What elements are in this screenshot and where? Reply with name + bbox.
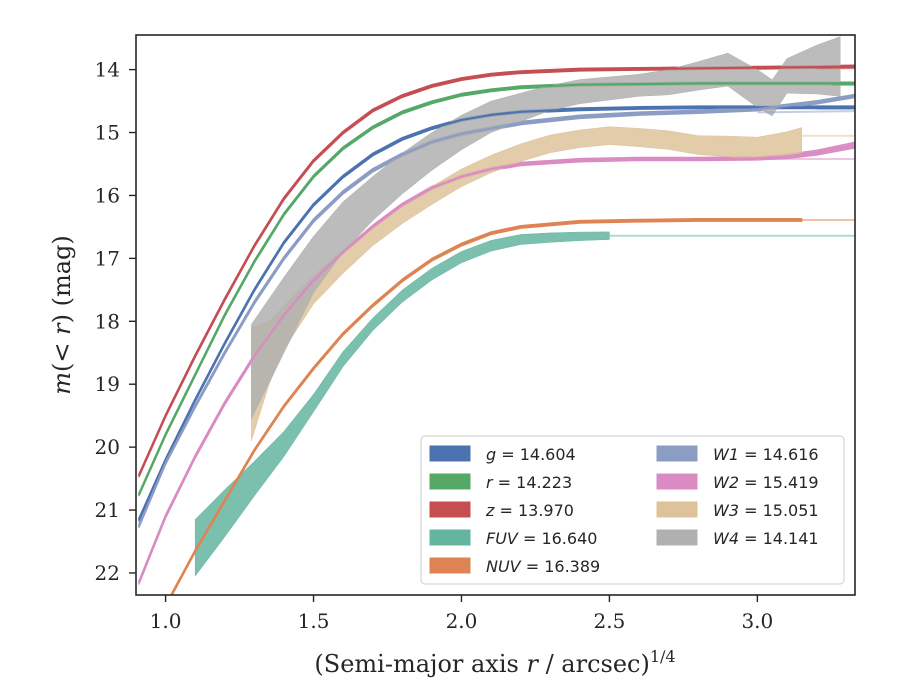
legend-band-name: FUV — [486, 529, 519, 548]
legend-value: 14.604 — [520, 445, 576, 464]
y-tick-label: 15 — [95, 121, 120, 145]
legend-item-W2: W2 = 15.419 — [656, 473, 819, 492]
legend-band-name: W4 — [713, 529, 739, 548]
y-tick-label: 19 — [95, 372, 120, 396]
series-extension-W1 — [757, 110, 855, 114]
series-faint-start-W1 — [137, 352, 226, 527]
legend-swatch-W3 — [656, 501, 698, 518]
series-faint-start-z — [137, 298, 226, 476]
series-line-W2 — [137, 144, 855, 583]
series-extensions — [609, 67, 855, 237]
y-tick-label: 16 — [95, 183, 120, 207]
legend-value: 16.640 — [541, 529, 597, 548]
series-lines — [137, 65, 855, 595]
legend-item-z: z = 13.970 — [429, 501, 574, 520]
legend-band-name: g — [486, 445, 496, 464]
legend-label-r: r = 14.223 — [486, 473, 572, 492]
y-tick-label: 21 — [95, 498, 120, 522]
legend-swatch-NUV — [429, 557, 471, 574]
series-line-W1 — [137, 94, 855, 527]
legend-value: 14.223 — [516, 473, 572, 492]
legend-band-name: z — [485, 501, 495, 520]
legend-equals: = — [518, 529, 542, 548]
series-line-NUV — [170, 218, 802, 595]
legend-band-name: NUV — [486, 557, 522, 576]
legend-value: 15.051 — [763, 501, 819, 520]
series-band-FUV — [194, 231, 610, 577]
legend-label-FUV: FUV = 16.640 — [486, 529, 597, 548]
legend-swatch-W1 — [656, 445, 698, 462]
axes-frame — [135, 34, 856, 596]
y-axis-label: m(< r) (mag) — [48, 235, 76, 395]
series-line-r — [137, 82, 855, 495]
legend-item-W4: W4 = 14.141 — [656, 529, 819, 548]
legend-equals: = — [739, 473, 763, 492]
legend: g = 14.604 W1 = 14.616 r = 14.223 W2 = 15.4… — [420, 435, 845, 585]
legend-item-FUV: FUV = 16.640 — [429, 529, 597, 548]
x-tick-label: 2.0 — [446, 609, 478, 633]
y-tick-label: 14 — [95, 58, 120, 82]
series-line-g — [137, 106, 855, 520]
series-faint-start-g — [137, 342, 226, 520]
axes-border — [135, 34, 856, 596]
series-band-W4 — [251, 36, 841, 420]
legend-label-W1: W1 = 14.616 — [713, 445, 819, 464]
legend-equals: = — [739, 445, 763, 464]
legend-swatch-z — [429, 501, 471, 518]
legend-item-W1: W1 = 14.616 — [656, 445, 819, 464]
legend-label-NUV: NUV = 16.389 — [486, 557, 600, 576]
y-tick-label: 22 — [95, 561, 120, 585]
legend-item-NUV: NUV = 16.389 — [429, 557, 600, 576]
series-faint-start-r — [137, 314, 226, 495]
legend-value: 14.616 — [763, 445, 819, 464]
series-line-z — [137, 65, 855, 476]
legend-box — [420, 435, 845, 585]
legend-item-g: g = 14.604 — [429, 445, 576, 464]
legend-equals: = — [739, 529, 763, 548]
x-tick-label: 3.0 — [741, 609, 773, 633]
legend-value: 14.141 — [763, 529, 819, 548]
x-tick-label: 1.5 — [298, 609, 330, 633]
series-faint-start-W2 — [137, 402, 226, 583]
legend-label-W3: W3 = 15.051 — [713, 501, 819, 520]
legend-swatch-r — [429, 473, 471, 490]
y-axis-ticks: 14 15 16 17 18 19 20 21 22 — [95, 58, 136, 585]
legend-label-g: g = 14.604 — [486, 445, 576, 464]
x-axis-label: (Semi-major axis r / arcsec)1/4 — [314, 647, 675, 678]
legend-equals: = — [496, 445, 520, 464]
legend-swatch-FUV — [429, 529, 471, 546]
legend-band-name: r — [486, 473, 494, 492]
x-axis-ticks: 1.0 1.5 2.0 2.5 3.0 — [150, 595, 773, 633]
legend-swatch-g — [429, 445, 471, 462]
legend-label-W4: W4 = 14.141 — [713, 529, 819, 548]
legend-equals: = — [739, 501, 763, 520]
x-tick-label: 1.0 — [150, 609, 182, 633]
y-tick-label: 20 — [95, 435, 120, 459]
legend-swatch-W4 — [656, 529, 698, 546]
legend-value: 16.389 — [544, 557, 600, 576]
legend-value: 13.970 — [518, 501, 574, 520]
legend-band-name: W2 — [713, 473, 739, 492]
legend-label-W2: W2 = 15.419 — [713, 473, 819, 492]
legend-swatch-W2 — [656, 473, 698, 490]
legend-band-name: W3 — [713, 501, 739, 520]
legend-label-z: z = 13.970 — [485, 501, 574, 520]
legend-equals: = — [521, 557, 545, 576]
legend-item-r: r = 14.223 — [429, 473, 572, 492]
legend-equals: = — [494, 501, 518, 520]
legend-band-name: W1 — [713, 445, 739, 464]
legend-item-W3: W3 = 15.051 — [656, 501, 819, 520]
y-tick-label: 17 — [95, 246, 120, 270]
x-tick-label: 2.5 — [594, 609, 626, 633]
legend-equals: = — [493, 473, 517, 492]
legend-value: 15.419 — [763, 473, 819, 492]
y-tick-label: 18 — [95, 309, 120, 333]
